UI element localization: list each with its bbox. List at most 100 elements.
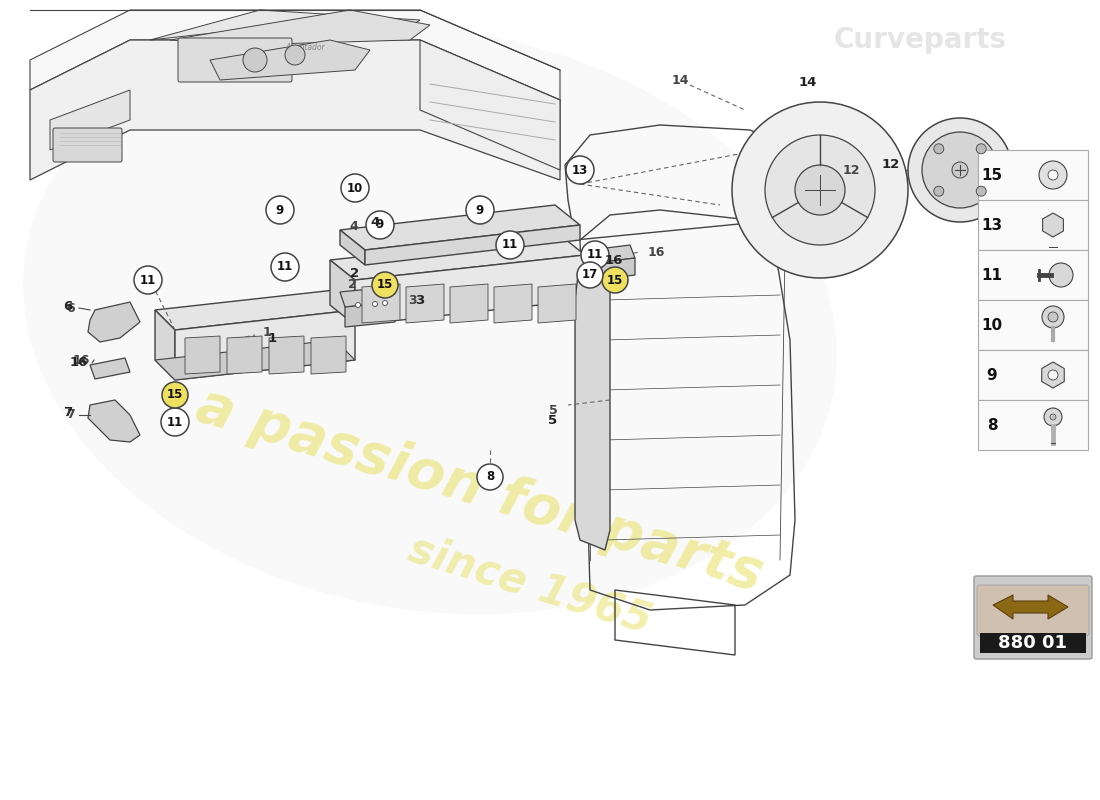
Text: Curveparts: Curveparts [834, 26, 1006, 54]
Circle shape [271, 253, 299, 281]
Polygon shape [538, 284, 576, 323]
Text: 1: 1 [268, 331, 277, 345]
Circle shape [934, 144, 944, 154]
Text: 4: 4 [370, 215, 379, 229]
Text: 14: 14 [671, 74, 689, 86]
Polygon shape [494, 284, 532, 323]
Circle shape [976, 144, 987, 154]
Text: 17: 17 [582, 269, 598, 282]
Text: 3: 3 [408, 294, 417, 306]
Text: 11: 11 [277, 261, 293, 274]
Circle shape [578, 262, 603, 288]
Circle shape [1050, 414, 1056, 420]
FancyBboxPatch shape [53, 128, 122, 162]
Circle shape [934, 186, 944, 196]
FancyBboxPatch shape [978, 350, 1088, 400]
Circle shape [383, 301, 387, 306]
Text: 3: 3 [415, 294, 425, 306]
Text: 11: 11 [502, 238, 518, 251]
Text: 10: 10 [346, 182, 363, 194]
Polygon shape [227, 336, 262, 374]
Polygon shape [210, 40, 370, 80]
Circle shape [1049, 263, 1072, 287]
Circle shape [952, 162, 968, 178]
Circle shape [795, 165, 845, 215]
Text: 10: 10 [981, 318, 1002, 333]
Text: 15: 15 [981, 167, 1002, 182]
Polygon shape [330, 260, 355, 325]
FancyBboxPatch shape [978, 250, 1088, 300]
Circle shape [764, 135, 875, 245]
Circle shape [602, 267, 628, 293]
Polygon shape [185, 336, 220, 374]
Text: 14: 14 [799, 75, 817, 89]
Polygon shape [90, 358, 130, 379]
Polygon shape [590, 245, 635, 263]
Circle shape [566, 156, 594, 184]
Circle shape [976, 186, 987, 196]
Text: 16: 16 [73, 354, 90, 366]
Circle shape [266, 196, 294, 224]
Text: 13: 13 [981, 218, 1002, 233]
Circle shape [496, 231, 524, 259]
Circle shape [1040, 161, 1067, 189]
Circle shape [355, 302, 361, 307]
Text: 8: 8 [987, 418, 998, 433]
Polygon shape [155, 310, 175, 380]
Polygon shape [590, 250, 595, 280]
Text: 7: 7 [66, 409, 75, 422]
FancyBboxPatch shape [977, 585, 1089, 636]
Polygon shape [1042, 362, 1065, 388]
Polygon shape [340, 287, 395, 307]
Text: 2: 2 [348, 278, 356, 290]
Polygon shape [450, 284, 488, 323]
Circle shape [162, 382, 188, 408]
Polygon shape [30, 40, 560, 180]
FancyBboxPatch shape [178, 38, 292, 82]
Ellipse shape [23, 26, 837, 614]
Polygon shape [88, 302, 140, 342]
Text: 9: 9 [276, 203, 284, 217]
Circle shape [581, 241, 609, 269]
Polygon shape [406, 284, 444, 323]
Circle shape [922, 132, 998, 208]
Circle shape [134, 266, 162, 294]
FancyBboxPatch shape [980, 633, 1086, 653]
Circle shape [1048, 170, 1058, 180]
Circle shape [285, 45, 305, 65]
Circle shape [908, 118, 1012, 222]
Polygon shape [155, 290, 355, 330]
Polygon shape [330, 235, 585, 280]
Text: a passion for parts: a passion for parts [190, 378, 770, 602]
Polygon shape [155, 340, 355, 380]
Text: 9: 9 [476, 203, 484, 217]
Text: 15: 15 [607, 274, 624, 286]
Polygon shape [1043, 213, 1064, 237]
Text: 6: 6 [66, 302, 75, 314]
Polygon shape [150, 10, 420, 40]
Text: 880 01: 880 01 [999, 634, 1067, 652]
Circle shape [732, 102, 907, 278]
Polygon shape [362, 284, 400, 323]
Circle shape [161, 408, 189, 436]
Polygon shape [175, 310, 355, 380]
Text: 5: 5 [548, 414, 557, 426]
Polygon shape [311, 336, 346, 374]
Text: 11: 11 [167, 415, 183, 429]
Text: 2: 2 [351, 267, 360, 280]
Circle shape [477, 464, 503, 490]
Text: 11: 11 [587, 249, 603, 262]
Polygon shape [420, 40, 560, 170]
Text: Aventador: Aventador [285, 43, 324, 53]
Circle shape [1044, 408, 1061, 426]
Circle shape [243, 48, 267, 72]
Circle shape [588, 274, 601, 286]
FancyBboxPatch shape [978, 200, 1088, 250]
Text: 12: 12 [843, 163, 860, 177]
Text: 16: 16 [69, 355, 88, 369]
Text: 8: 8 [486, 470, 494, 483]
Polygon shape [340, 230, 365, 265]
Text: 15: 15 [377, 278, 393, 291]
Polygon shape [993, 595, 1068, 619]
Text: since 1965: since 1965 [404, 528, 657, 642]
